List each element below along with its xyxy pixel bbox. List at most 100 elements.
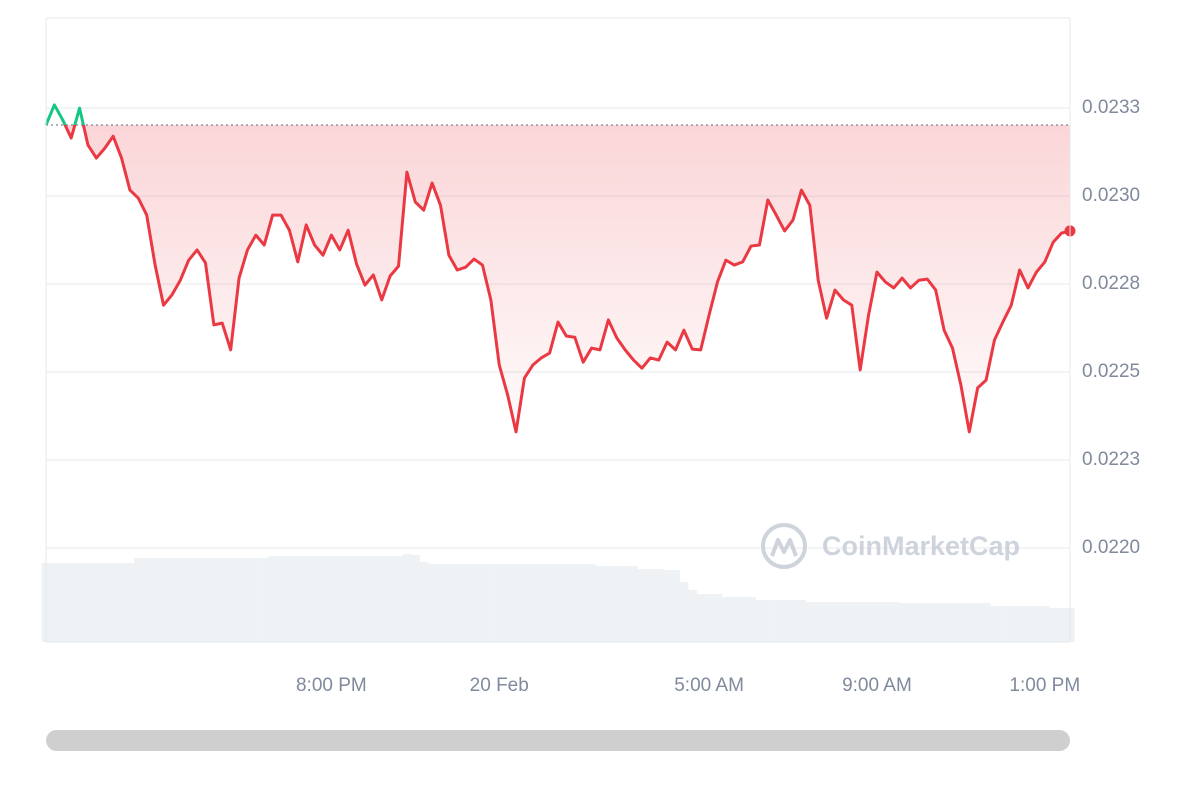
volume-bar [948,603,958,642]
volume-bar [276,556,286,642]
scrollbar[interactable] [46,730,1070,751]
volume-bar [159,558,169,642]
volume-bar [696,594,706,642]
plot: 0.0233 0.0230 0.0228 0.0225 0.0223 0.0220 8:00… [41,97,1140,696]
volume-bar [528,564,538,642]
volume-bar [830,602,840,642]
volume-bar [914,603,924,642]
watermark-logo [761,523,807,569]
volume-bar [108,563,118,642]
volume-bar [730,597,739,642]
volume-bar [646,569,655,642]
y-tick-label: 0.0223 [1082,449,1140,470]
x-tick-label: 9:00 AM [842,675,912,696]
volume-bar [797,600,807,642]
volume-bar [150,558,160,642]
volume-bar [587,564,597,642]
volume-bar [503,564,513,642]
volume-bar [117,563,127,642]
price-line [44,103,1071,434]
volume-bar [679,582,689,642]
volume-bar [990,606,1000,642]
volume-bar [402,554,412,642]
volume-bar [1023,606,1033,642]
volume-bar [58,563,68,642]
volume-bar [260,558,269,642]
volume-bar [369,556,378,642]
volume-bar [1032,606,1042,642]
volume-bar [293,556,303,642]
volume-bar [981,603,991,642]
volume-bar [839,602,848,642]
volume-bar [889,602,899,642]
volume-bar [805,602,815,642]
volume-bar [142,558,152,642]
volume-bar [612,566,622,642]
x-tick-label: 8:00 PM [296,675,367,696]
volume-bar [570,564,580,642]
volume-bar [923,603,932,642]
volume-bar [50,563,59,642]
volume-bar [478,564,488,642]
volume-bar [688,590,697,642]
volume-bar [520,564,530,642]
volume-bar [486,564,496,642]
volume-bar [662,570,672,642]
volume-bar [1057,608,1067,642]
volume-bar [906,603,916,642]
volume-bar [83,563,93,642]
volume-bar [192,558,202,642]
volume-bar [998,606,1008,642]
volume-bar [897,603,907,642]
volume-bar [218,558,227,642]
volume-bar [285,556,295,642]
volume-bar [671,570,681,642]
volume-bar [788,600,798,642]
volume-bar [578,564,588,642]
volume-bar [553,564,563,642]
volume-bar [385,556,395,642]
volume-bar [620,566,630,642]
volume-bar [704,594,714,642]
volume-bar [1040,606,1050,642]
volume-bar [763,600,773,642]
volume-bar [780,600,790,642]
volume-bar [167,558,177,642]
y-tick-label: 0.0225 [1082,361,1140,382]
x-tick-label: 20 Feb [470,675,529,696]
volume-bar [134,558,143,642]
volume-bar [268,556,278,642]
volume-bar [335,556,345,642]
volume-bar [864,602,874,642]
volume-bar [310,556,320,642]
volume-bar [814,602,823,642]
volume-bar [847,602,857,642]
volume-bar [654,569,664,642]
volume-bar [352,556,362,642]
volume-bar [1015,606,1025,642]
volume-bar [419,562,429,642]
volume-bar [453,564,462,642]
volume-bar [855,602,865,642]
volume-bar [495,564,504,642]
volume-bar [469,564,479,642]
volume-bar [75,563,85,642]
volume-bar [226,558,236,642]
volume-bar [629,566,639,642]
volume-bar [721,597,731,642]
volume-bar [973,603,983,642]
volume-bar [209,558,219,642]
volume-bar [511,564,521,642]
volume-bar [176,558,185,642]
x-tick-label: 5:00 AM [674,675,744,696]
volume-bar [318,556,328,642]
volume-bar [772,600,781,642]
volume-bar [100,563,110,642]
volume-bar [562,564,571,642]
volume-bar [604,566,613,642]
volume-bar [746,597,756,642]
volume-bar [377,556,387,642]
volume-bar [931,603,941,642]
volume-bar [537,564,546,642]
